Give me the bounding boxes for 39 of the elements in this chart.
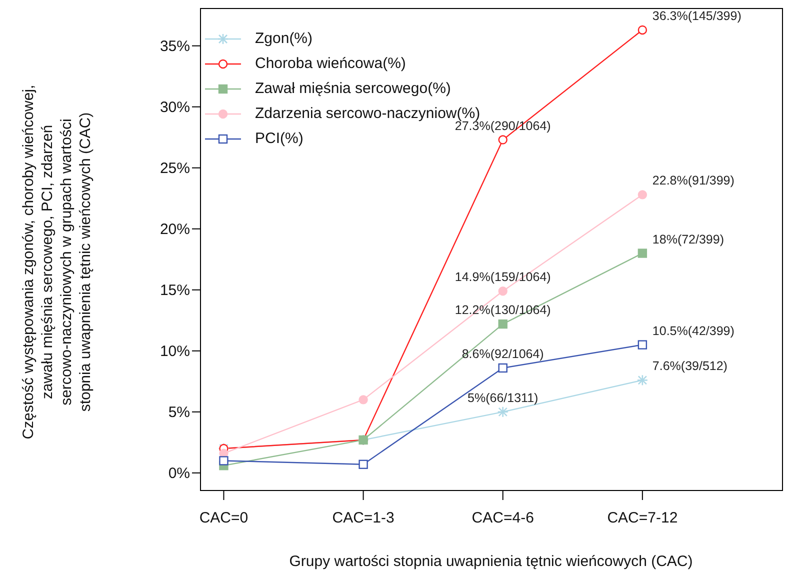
y-tick-label: 5% bbox=[168, 404, 190, 422]
x-axis-title: Grupy wartości stopnia uwapnienia tętnic wieńcowych (CAC) bbox=[288, 553, 694, 570]
legend-label: Zgon(%) bbox=[255, 30, 313, 47]
y-tick-label: 15% bbox=[160, 282, 190, 300]
point bbox=[638, 25, 648, 35]
point bbox=[638, 340, 648, 350]
data-label: 8.6%(92/1064) bbox=[462, 346, 544, 361]
y-tick-label: 25% bbox=[160, 160, 190, 178]
data-label: 36.3%(145/399) bbox=[652, 8, 742, 23]
y-tick-label: 30% bbox=[160, 99, 190, 116]
legend-label: Zdarzenia sercowo-naczyniow(%) bbox=[255, 105, 480, 122]
y-tick-label: 35% bbox=[160, 38, 190, 56]
point bbox=[498, 319, 508, 329]
point bbox=[498, 363, 508, 373]
point bbox=[219, 456, 228, 466]
data-label: 14.9%(159/1064) bbox=[454, 270, 551, 284]
data-label: 22.8%(91/399) bbox=[652, 174, 734, 188]
point bbox=[358, 395, 368, 404]
data-label: 7.6%(39/512) bbox=[652, 359, 728, 374]
y-tick-label: 10% bbox=[160, 343, 190, 360]
point bbox=[638, 248, 648, 258]
legend-label: Choroba wieńcowa(%) bbox=[255, 55, 406, 72]
x-tick-label: CAC=7-12 bbox=[607, 510, 678, 527]
legend-label: PCI(%) bbox=[255, 130, 304, 147]
point bbox=[638, 190, 648, 200]
point bbox=[498, 286, 508, 296]
x-tick-label: CAC=1-3 bbox=[332, 510, 394, 527]
y-axis-title: Częstość występowania zgonów, choroby wieńcowej, zawału mięśnia sercowego, PCI, zdarzeń sercowo-naczyniowych w grupach wartości stopnia uwapnienia tętnic wieńcowych (CAC) bbox=[19, 84, 95, 442]
point bbox=[358, 460, 368, 469]
x-tick-label: CAC=4-6 bbox=[472, 510, 534, 527]
y-tick-label: 0% bbox=[168, 465, 190, 482]
data-label: 5%(66/1311) bbox=[468, 390, 538, 405]
data-label: 12.2%(130/1064) bbox=[454, 303, 551, 318]
legend-label: Zawał mięśnia sercowego(%) bbox=[255, 80, 451, 97]
y-tick-label: 20% bbox=[160, 221, 190, 238]
x-tick-label: CAC=0 bbox=[199, 510, 248, 527]
point bbox=[498, 135, 508, 144]
data-label: 18%(72/399) bbox=[652, 232, 724, 246]
data-label: 10.5%(42/399) bbox=[652, 324, 734, 338]
